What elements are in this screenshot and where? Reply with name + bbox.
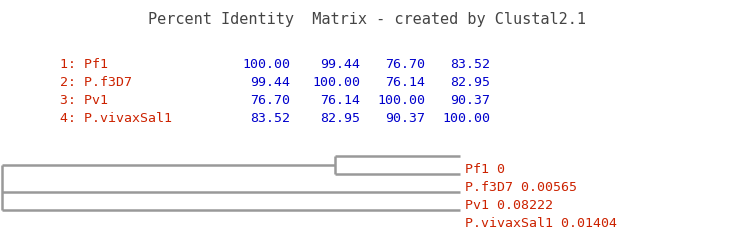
Text: P.vivaxSal1 0.01404: P.vivaxSal1 0.01404 — [465, 217, 617, 230]
Text: 3: Pv1: 3: Pv1 — [60, 94, 108, 107]
Text: Percent Identity  Matrix - created by Clustal2.1: Percent Identity Matrix - created by Clu… — [147, 12, 586, 27]
Text: 83.52: 83.52 — [250, 112, 290, 125]
Text: 100.00: 100.00 — [242, 58, 290, 71]
Text: 76.70: 76.70 — [250, 94, 290, 107]
Text: 76.14: 76.14 — [385, 76, 425, 89]
Text: 99.44: 99.44 — [250, 76, 290, 89]
Text: 83.52: 83.52 — [450, 58, 490, 71]
Text: 82.95: 82.95 — [320, 112, 360, 125]
Text: 100.00: 100.00 — [442, 112, 490, 125]
Text: 99.44: 99.44 — [320, 58, 360, 71]
Text: Pv1 0.08222: Pv1 0.08222 — [465, 199, 553, 212]
Text: 82.95: 82.95 — [450, 76, 490, 89]
Text: 100.00: 100.00 — [377, 94, 425, 107]
Text: 76.14: 76.14 — [320, 94, 360, 107]
Text: 90.37: 90.37 — [385, 112, 425, 125]
Text: 4: P.vivaxSal1: 4: P.vivaxSal1 — [60, 112, 172, 125]
Text: 76.70: 76.70 — [385, 58, 425, 71]
Text: 1: Pf1: 1: Pf1 — [60, 58, 108, 71]
Text: 100.00: 100.00 — [312, 76, 360, 89]
Text: 90.37: 90.37 — [450, 94, 490, 107]
Text: Pf1 0: Pf1 0 — [465, 163, 505, 176]
Text: 2: P.f3D7: 2: P.f3D7 — [60, 76, 132, 89]
Text: P.f3D7 0.00565: P.f3D7 0.00565 — [465, 181, 577, 194]
